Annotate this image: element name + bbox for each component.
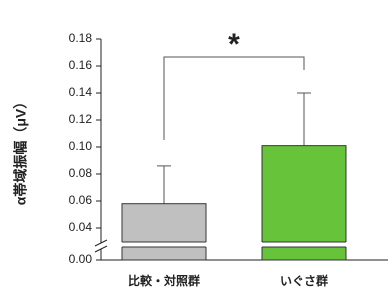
y-tick-label: 0.06 xyxy=(69,193,93,207)
y-axis-label: α帯域振幅（μV） xyxy=(13,95,29,206)
y-tick-label: 0.16 xyxy=(69,58,93,72)
x-tick-label: いぐさ群 xyxy=(280,273,328,288)
y-tick-label: 0.18 xyxy=(69,31,93,45)
y-tick-label: 0.00 xyxy=(69,252,93,266)
x-tick-label: 比較・対照群 xyxy=(128,273,200,288)
significance-bracket xyxy=(163,56,305,140)
y-tick-label: 0.08 xyxy=(69,166,93,180)
bar xyxy=(261,145,347,261)
annotation: * xyxy=(228,28,240,61)
bar-break xyxy=(261,242,347,247)
y-tick-label: 0.14 xyxy=(69,85,93,99)
y-tick-label: 0.12 xyxy=(69,112,93,126)
y-tick-label: 0.10 xyxy=(69,139,93,153)
axis-break xyxy=(94,239,108,247)
bar-break xyxy=(121,242,207,247)
y-tick-label: 0.04 xyxy=(69,220,93,234)
axis-break xyxy=(94,245,108,253)
bar xyxy=(121,203,207,261)
